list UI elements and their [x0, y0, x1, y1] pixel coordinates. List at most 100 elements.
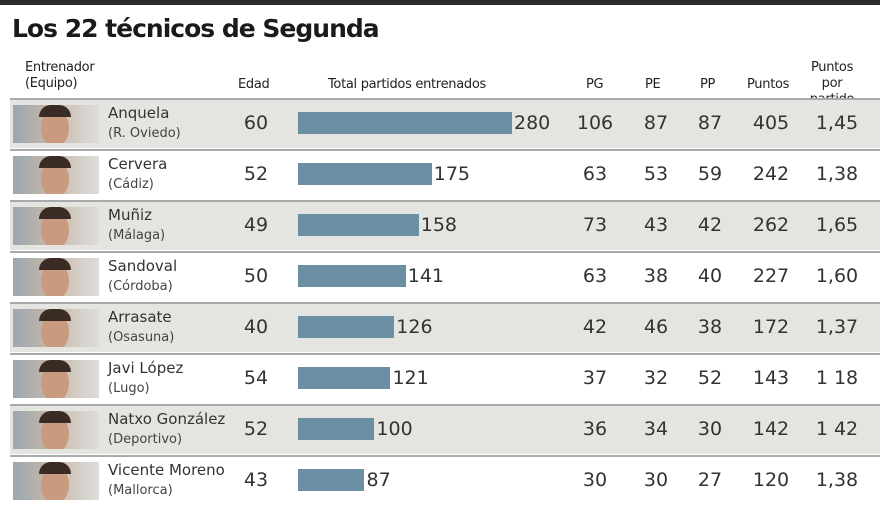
- pg-value: 63: [582, 163, 608, 185]
- total-bar: [298, 265, 406, 287]
- coach-team: (R. Oviedo): [108, 126, 181, 141]
- points-value: 262: [752, 214, 790, 236]
- header-age: Edad: [238, 77, 270, 92]
- table-row: Arrasate (Osasuna) 40 126 42 46 38 172 1,37: [10, 302, 880, 352]
- header-pe: PE: [645, 77, 661, 92]
- coach-team: (Deportivo): [108, 432, 183, 447]
- header-coach: Entrenador (Equipo): [25, 60, 95, 92]
- pg-value: 42: [582, 316, 608, 338]
- table-row: Vicente Moreno (Mallorca) 43 87 30 30 27 120 1,3…: [10, 455, 880, 505]
- points-value: 142: [752, 418, 790, 440]
- ppm-value: 1,37: [815, 316, 859, 338]
- ppm-value: 1 42: [815, 418, 859, 440]
- coach-team: (Cádiz): [108, 177, 154, 192]
- total-label: 141: [407, 265, 445, 287]
- pg-value: 73: [582, 214, 608, 236]
- ppm-value: 1,45: [815, 112, 859, 134]
- page-title: Los 22 técnicos de Segunda: [12, 14, 380, 43]
- coach-photo: [13, 207, 99, 245]
- pe-value: 30: [643, 469, 669, 491]
- age-value: 49: [243, 214, 269, 236]
- total-bar: [298, 418, 375, 440]
- header-coach-label: Entrenador: [25, 60, 95, 75]
- age-value: 50: [243, 265, 269, 287]
- hair-shape: [39, 360, 71, 372]
- coach-name: Arrasate: [108, 308, 172, 326]
- pe-value: 34: [643, 418, 669, 440]
- coach-photo: [13, 309, 99, 347]
- points-value: 120: [752, 469, 790, 491]
- total-label: 175: [433, 163, 471, 185]
- total-bar: [298, 469, 365, 491]
- header-total: Total partidos entrenados: [328, 77, 486, 92]
- total-bar: [298, 163, 432, 185]
- total-label: 121: [392, 367, 429, 389]
- coach-photo: [13, 258, 99, 296]
- hair-shape: [39, 309, 71, 321]
- pp-value: 38: [697, 316, 723, 338]
- pp-value: 59: [697, 163, 723, 185]
- coach-team: (Mallorca): [108, 483, 173, 498]
- total-label: 126: [396, 316, 433, 338]
- ppm-value: 1,60: [815, 265, 859, 287]
- age-value: 40: [243, 316, 269, 338]
- coach-team: (Córdoba): [108, 279, 173, 294]
- ppm-value: 1,38: [815, 469, 859, 491]
- total-bar: [298, 214, 419, 236]
- pe-value: 46: [643, 316, 669, 338]
- coach-photo: [13, 105, 99, 143]
- header-points: Puntos: [747, 77, 790, 92]
- age-value: 52: [243, 163, 269, 185]
- pg-value: 106: [576, 112, 614, 134]
- pg-value: 37: [582, 367, 608, 389]
- total-label: 100: [376, 418, 413, 440]
- table-row: Muñiz (Málaga) 49 158 73 43 42 262 1,65: [10, 200, 880, 250]
- coach-photo: [13, 411, 99, 449]
- coach-name: Anquela: [108, 104, 170, 122]
- pp-value: 27: [697, 469, 723, 491]
- coach-name: Sandoval: [108, 257, 178, 275]
- pe-value: 43: [643, 214, 669, 236]
- pp-value: 87: [697, 112, 723, 134]
- pp-value: 30: [697, 418, 723, 440]
- age-value: 54: [243, 367, 269, 389]
- table-row: Cervera (Cádiz) 52 175 63 53 59 242 1,38: [10, 149, 880, 199]
- ppm-value: 1,65: [815, 214, 859, 236]
- table-row: Anquela (R. Oviedo) 60 280 106 87 87 405 1,45: [10, 98, 880, 148]
- age-value: 60: [243, 112, 269, 134]
- coach-name: Cervera: [108, 155, 168, 173]
- top-rule: [0, 0, 880, 5]
- hair-shape: [39, 105, 71, 117]
- pg-value: 30: [582, 469, 608, 491]
- ppm-value: 1,38: [815, 163, 859, 185]
- ppm-value: 1 18: [815, 367, 859, 389]
- header-team-label: (Equipo): [25, 76, 78, 91]
- points-value: 172: [752, 316, 790, 338]
- header-pp: PP: [700, 77, 716, 92]
- header-ppm-1: Puntos por: [810, 60, 854, 91]
- hair-shape: [39, 156, 71, 168]
- coach-name: Muñiz: [108, 206, 152, 224]
- hair-shape: [39, 411, 71, 423]
- coach-photo: [13, 156, 99, 194]
- pg-value: 36: [582, 418, 608, 440]
- points-value: 405: [752, 112, 790, 134]
- header-pg: PG: [586, 77, 604, 92]
- pe-value: 87: [643, 112, 669, 134]
- table-row: Sandoval (Córdoba) 50 141 63 38 40 227 1,60: [10, 251, 880, 301]
- coach-team: (Málaga): [108, 228, 166, 243]
- coach-name: Vicente Moreno: [108, 461, 225, 479]
- age-value: 52: [243, 418, 269, 440]
- hair-shape: [39, 462, 71, 474]
- pp-value: 40: [697, 265, 723, 287]
- coach-photo: [13, 360, 99, 398]
- hair-shape: [39, 207, 71, 219]
- pe-value: 53: [643, 163, 669, 185]
- coach-name: Javi López: [108, 359, 184, 377]
- hair-shape: [39, 258, 71, 270]
- total-label: 158: [420, 214, 458, 236]
- pp-value: 52: [697, 367, 723, 389]
- points-value: 143: [752, 367, 790, 389]
- coach-team: (Osasuna): [108, 330, 175, 345]
- coach-photo: [13, 462, 99, 500]
